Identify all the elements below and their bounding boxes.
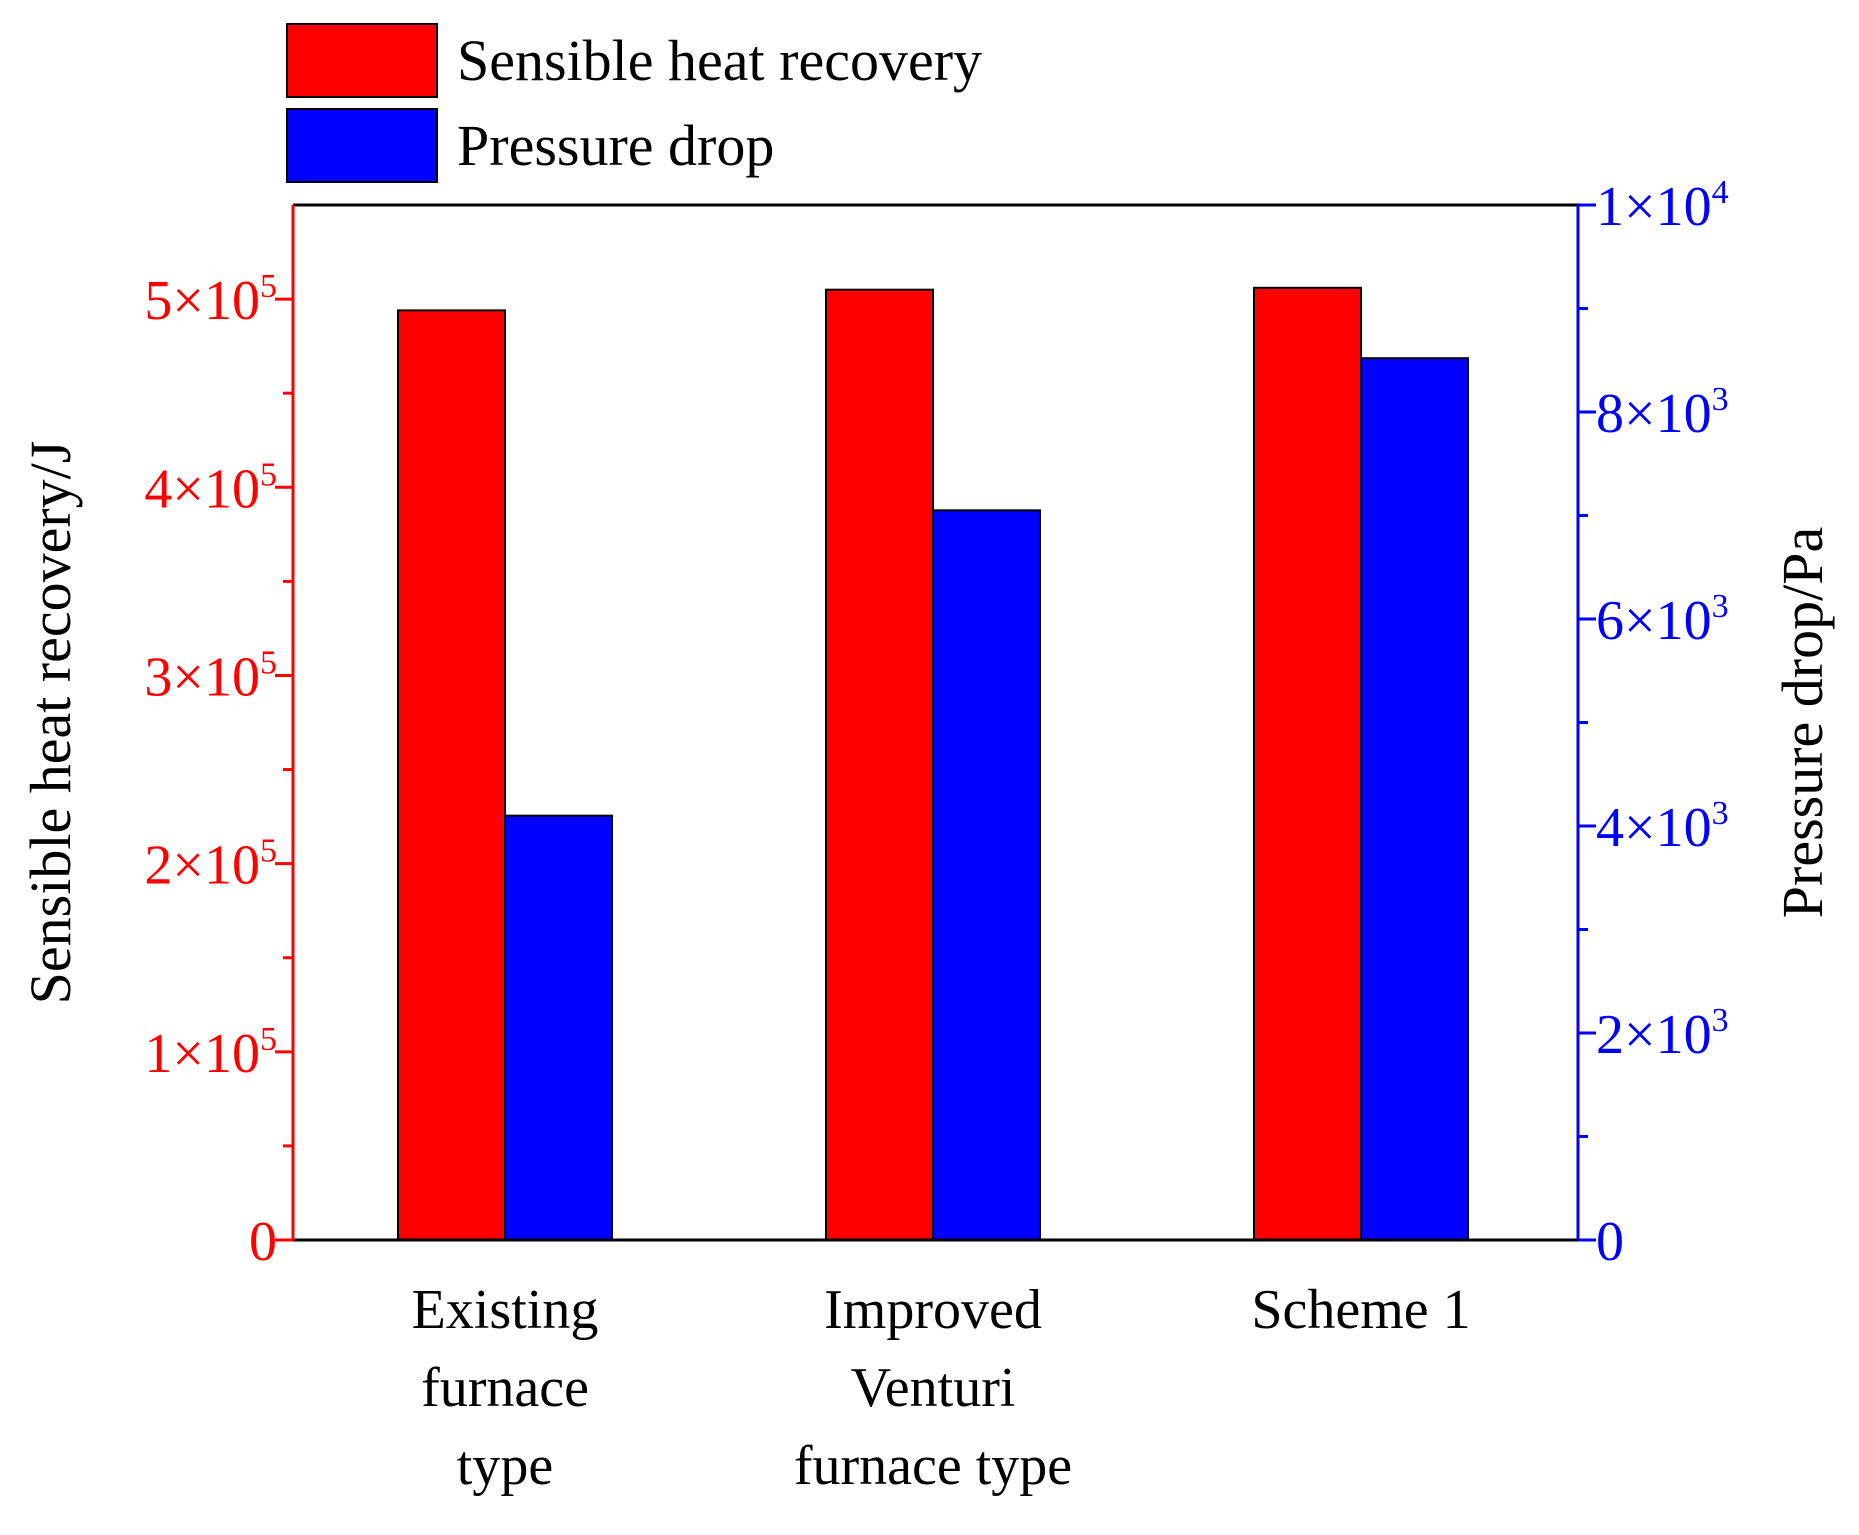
left-axis-title: Sensible heat recovery/J <box>18 441 83 1005</box>
right-tick-label-0: 0 <box>1596 1211 1624 1273</box>
bar-pressure-drop-3 <box>1360 357 1469 1241</box>
left-tick-label-1: 1×105 <box>144 1021 277 1085</box>
legend: Sensible heat recovery Pressure drop <box>286 23 982 183</box>
bar-sensible-heat-recovery-2 <box>825 288 934 1241</box>
legend-swatch-2 <box>286 108 438 183</box>
bar-sensible-heat-recovery-3 <box>1253 286 1362 1241</box>
bar-pressure-drop-2 <box>932 509 1041 1241</box>
legend-label-2: Pressure drop <box>457 113 774 178</box>
category-label-3: Scheme 1 <box>1251 1279 1470 1341</box>
right-tick-label-1: 2×103 <box>1596 1002 1729 1066</box>
left-tick-label-3: 3×105 <box>144 644 277 708</box>
left-tick-label-2: 2×105 <box>144 833 277 897</box>
bar-sensible-heat-recovery-1 <box>397 309 506 1241</box>
right-axis: 0 2×103 4×103 6×103 8×103 1×104 <box>1578 174 1729 1273</box>
left-tick-label-0: 0 <box>249 1211 277 1273</box>
left-axis: 0 1×105 2×105 3×105 4×105 5×105 <box>144 268 293 1273</box>
right-tick-label-4: 8×103 <box>1596 381 1729 445</box>
right-tick-label-3: 6×103 <box>1596 588 1729 652</box>
category-label-1: Existing furnace type <box>412 1279 599 1497</box>
bar-pressure-drop-1 <box>504 814 613 1242</box>
right-tick-label-5: 1×104 <box>1596 174 1729 238</box>
left-tick-label-4: 4×105 <box>144 456 277 520</box>
left-tick-label-5: 5×105 <box>144 268 277 332</box>
plot-frame <box>291 203 1580 1242</box>
bars <box>397 286 1469 1242</box>
axis-titles: Sensible heat recovery/J Pressure drop/Pa <box>18 441 1835 1005</box>
legend-label-1: Sensible heat recovery <box>457 28 982 93</box>
legend-swatch-1 <box>286 23 438 98</box>
right-tick-label-2: 4×103 <box>1596 795 1729 859</box>
category-label-2: Improved Venturi furnace type <box>794 1279 1072 1497</box>
right-axis-title: Pressure drop/Pa <box>1770 527 1835 918</box>
x-axis: Existing furnace type Improved Venturi furnac… <box>412 1279 1471 1497</box>
